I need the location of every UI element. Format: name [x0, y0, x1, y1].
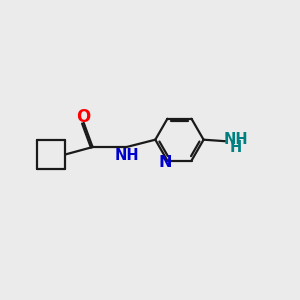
Text: O: O — [76, 108, 90, 126]
Text: H: H — [230, 140, 242, 155]
Text: NH: NH — [115, 148, 139, 163]
Text: N: N — [158, 155, 172, 170]
Text: NH: NH — [224, 132, 248, 147]
